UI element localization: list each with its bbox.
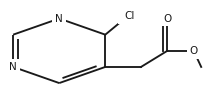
FancyBboxPatch shape [52,10,66,27]
Text: N: N [9,62,17,72]
Text: O: O [163,14,171,24]
FancyBboxPatch shape [187,43,200,59]
FancyBboxPatch shape [118,7,141,24]
Text: N: N [55,14,63,24]
Text: O: O [190,46,198,56]
Text: Cl: Cl [125,11,135,21]
FancyBboxPatch shape [161,11,174,26]
FancyBboxPatch shape [6,59,20,75]
